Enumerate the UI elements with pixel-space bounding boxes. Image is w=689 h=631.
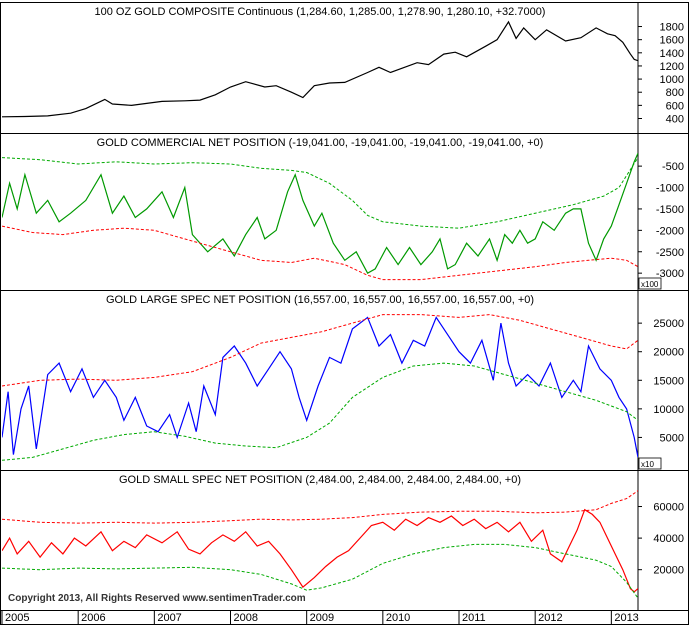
y-tick-label: 800: [666, 87, 684, 99]
chart-panel-3: GOLD LARGE SPEC NET POSITION (16,557.00,…: [0, 290, 689, 471]
series-line-1: [2, 20, 638, 118]
y-tick-label: -3000: [656, 268, 684, 280]
y-tick-label: 5000: [660, 432, 684, 444]
y-tick-label: 10000: [653, 404, 684, 416]
panel-frame: [0, 290, 689, 471]
unit-label: x10: [641, 460, 654, 469]
y-tick-label: -500: [662, 161, 684, 173]
chart-panel-4: GOLD SMALL SPEC NET POSITION (2,484.00, …: [0, 470, 689, 611]
series-line-3: [2, 362, 638, 461]
series-line-2: [2, 157, 638, 229]
y-tick-label: -1000: [656, 183, 684, 195]
series-line-2: [2, 490, 638, 524]
panel-title: 100 OZ GOLD COMPOSITE Continuous (1,284.…: [95, 6, 546, 18]
chart-panel-1: 100 OZ GOLD COMPOSITE Continuous (1,284.…: [0, 2, 689, 134]
unit-label-box: [638, 277, 662, 290]
unit-label-box: [638, 457, 662, 470]
y-tick-label: 1800: [660, 22, 684, 34]
panel-frame: [0, 2, 689, 134]
x-tick-label: 2011: [462, 612, 486, 624]
panel-title: GOLD SMALL SPEC NET POSITION (2,484.00, …: [119, 474, 521, 486]
y-tick-label: 20000: [653, 347, 684, 359]
panel-title: GOLD LARGE SPEC NET POSITION (16,557.00,…: [106, 294, 534, 306]
series-line-2: [2, 314, 638, 387]
x-tick-label: 2005: [5, 612, 29, 624]
series-line-1: [2, 508, 638, 593]
x-tick-label: 2007: [157, 612, 181, 624]
x-tick-label: 2006: [81, 612, 105, 624]
y-tick-label: -2500: [656, 247, 684, 259]
x-tick-label: 2008: [234, 612, 258, 624]
x-tick-label: 2012: [538, 612, 562, 624]
y-tick-label: 1000: [660, 74, 684, 86]
y-tick-label: 25000: [653, 318, 684, 330]
panel-title: GOLD COMMERCIAL NET POSITION (-19,041.00…: [97, 137, 544, 149]
y-tick-label: 600: [666, 100, 684, 112]
copyright-text: Copyright 2013, All Rights Reserved www.…: [8, 593, 306, 604]
series-line-1: [2, 316, 638, 458]
y-tick-label: 1600: [660, 35, 684, 47]
x-tick-label: 2010: [386, 612, 410, 624]
unit-label: x100: [641, 280, 659, 289]
y-tick-label: 1200: [660, 61, 684, 73]
chart-panel-2: GOLD COMMERCIAL NET POSITION (-19,041.00…: [0, 133, 689, 291]
series-line-1: [2, 153, 638, 275]
y-tick-label: -2000: [656, 225, 684, 237]
panel-frame: [0, 470, 689, 611]
x-tick-label: 2013: [614, 612, 638, 624]
series-line-3: [2, 543, 638, 599]
y-tick-label: 40000: [653, 533, 684, 545]
y-tick-label: 400: [666, 113, 684, 125]
y-tick-label: -1500: [656, 204, 684, 216]
y-tick-label: 60000: [653, 502, 684, 514]
x-tick-label: 2009: [310, 612, 334, 624]
y-tick-label: 20000: [653, 565, 684, 577]
y-tick-label: 1400: [660, 48, 684, 60]
series-line-3: [2, 225, 638, 281]
y-tick-label: 15000: [653, 375, 684, 387]
panel-frame: [0, 133, 689, 291]
